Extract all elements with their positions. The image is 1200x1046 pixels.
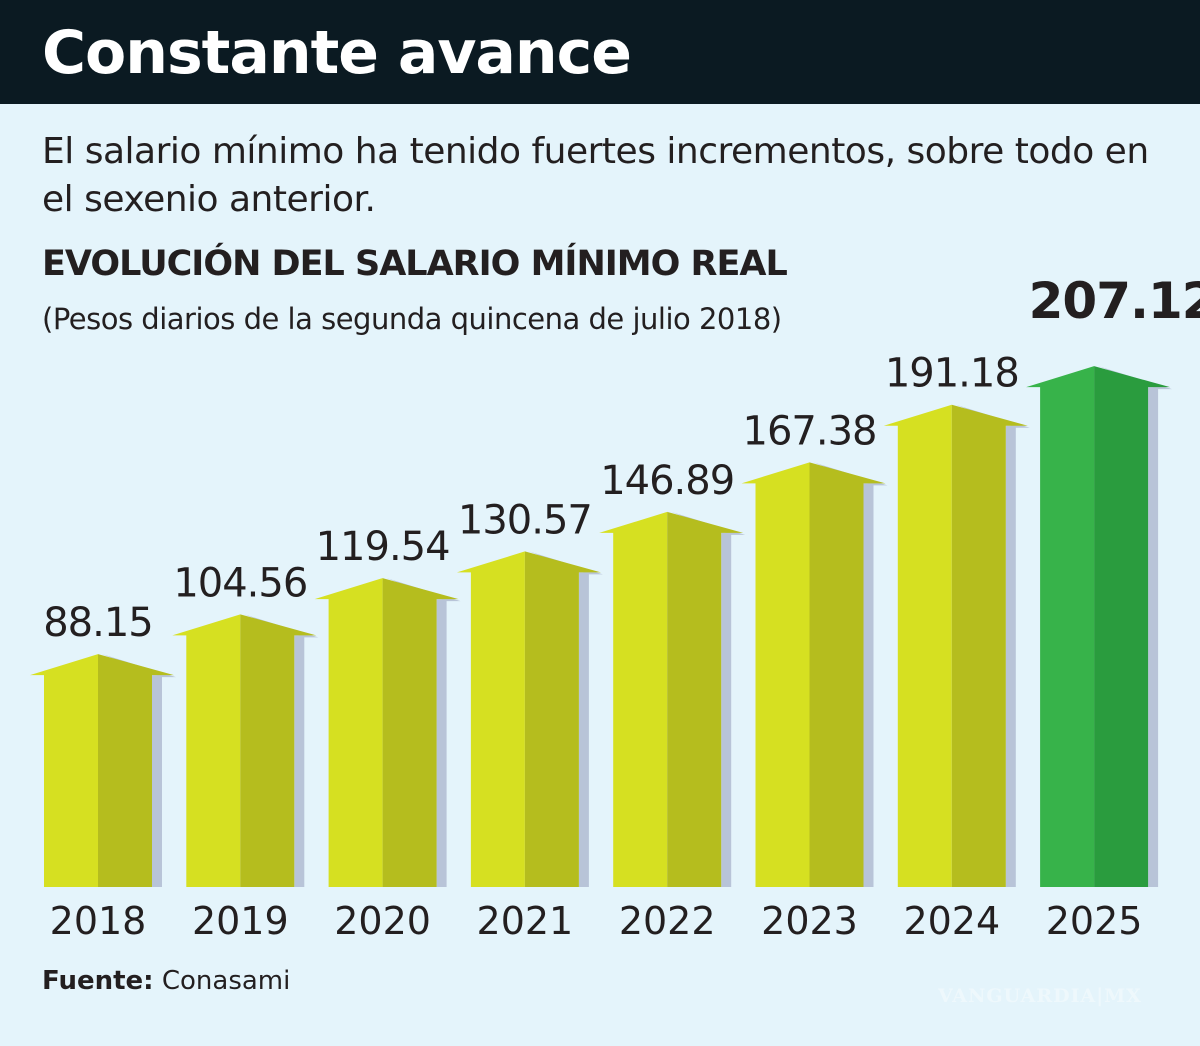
- bar-left: [30, 654, 98, 887]
- x-tick-label: 2022: [619, 899, 716, 943]
- bar-right: [809, 462, 886, 887]
- source-value: Conasami: [161, 966, 291, 996]
- chart-title: EVOLUCIÓN DEL SALARIO MÍNIMO REAL: [42, 244, 788, 284]
- data-label: 191.18: [885, 351, 1019, 397]
- x-tick-label: 2025: [1046, 899, 1143, 943]
- chart-subtitle: (Pesos diarios de la segunda quincena de…: [42, 302, 782, 336]
- bar-right: [1094, 366, 1171, 887]
- data-label: 207.12: [1029, 272, 1200, 330]
- bar-right: [667, 511, 744, 887]
- bar-shadow: [721, 532, 732, 887]
- x-tick-label: 2019: [192, 899, 289, 943]
- x-tick-label: 2020: [334, 899, 431, 943]
- data-label: 119.54: [316, 524, 450, 570]
- data-label: 104.56: [173, 560, 307, 606]
- source-label: Fuente:: [42, 966, 154, 996]
- arrow-shadow: [955, 404, 1030, 428]
- bar-shadow: [863, 483, 874, 887]
- data-label: 146.89: [600, 458, 734, 504]
- data-label: 88.15: [43, 600, 153, 646]
- x-tick-label: 2024: [903, 899, 1000, 943]
- x-tick-label: 2021: [477, 899, 574, 943]
- bar-2018: 88.15 2018: [30, 600, 176, 943]
- bar-left: [314, 578, 383, 887]
- bar-left: [172, 614, 241, 887]
- bar-shadow: [1148, 387, 1159, 887]
- bar-2024: 191.18 2024: [883, 351, 1030, 943]
- bar-right: [98, 654, 174, 887]
- data-label: 167.38: [743, 408, 877, 454]
- bar-right: [240, 614, 317, 887]
- watermark-logo: VANGUARDIA|MX: [938, 985, 1142, 1007]
- bar-left: [741, 462, 810, 887]
- bar-2025: 207.12 2025: [1026, 272, 1200, 943]
- x-tick-label: 2018: [50, 899, 147, 943]
- bar-2023: 167.38 2023: [741, 408, 888, 943]
- source: Fuente: Conasami: [42, 966, 290, 996]
- bar-shadow: [294, 635, 305, 887]
- x-tick-label: 2023: [761, 899, 858, 943]
- bar-shadow: [436, 599, 447, 887]
- bar-2019: 104.56 2019: [172, 560, 319, 943]
- header-bar: Constante avance: [0, 0, 1200, 104]
- bar-shadow: [578, 572, 589, 887]
- bar-shadow: [152, 675, 162, 887]
- bar-left: [456, 551, 525, 887]
- bar-2022: 146.89 2022: [599, 458, 746, 943]
- bar-right: [951, 404, 1028, 887]
- title: Constante avance: [42, 18, 632, 88]
- bar-2020: 119.54 2020: [314, 524, 461, 943]
- bar-2021: 130.57 2021: [456, 497, 603, 943]
- bar-left: [599, 511, 668, 887]
- bar-right: [382, 578, 459, 887]
- data-label: 130.57: [458, 497, 592, 543]
- bar-right: [524, 551, 601, 887]
- bar-shadow: [1005, 425, 1016, 887]
- subtitle: El salario mínimo ha tenido fuertes incr…: [42, 131, 1149, 220]
- bar-left: [883, 404, 952, 887]
- bar-left: [1026, 366, 1095, 887]
